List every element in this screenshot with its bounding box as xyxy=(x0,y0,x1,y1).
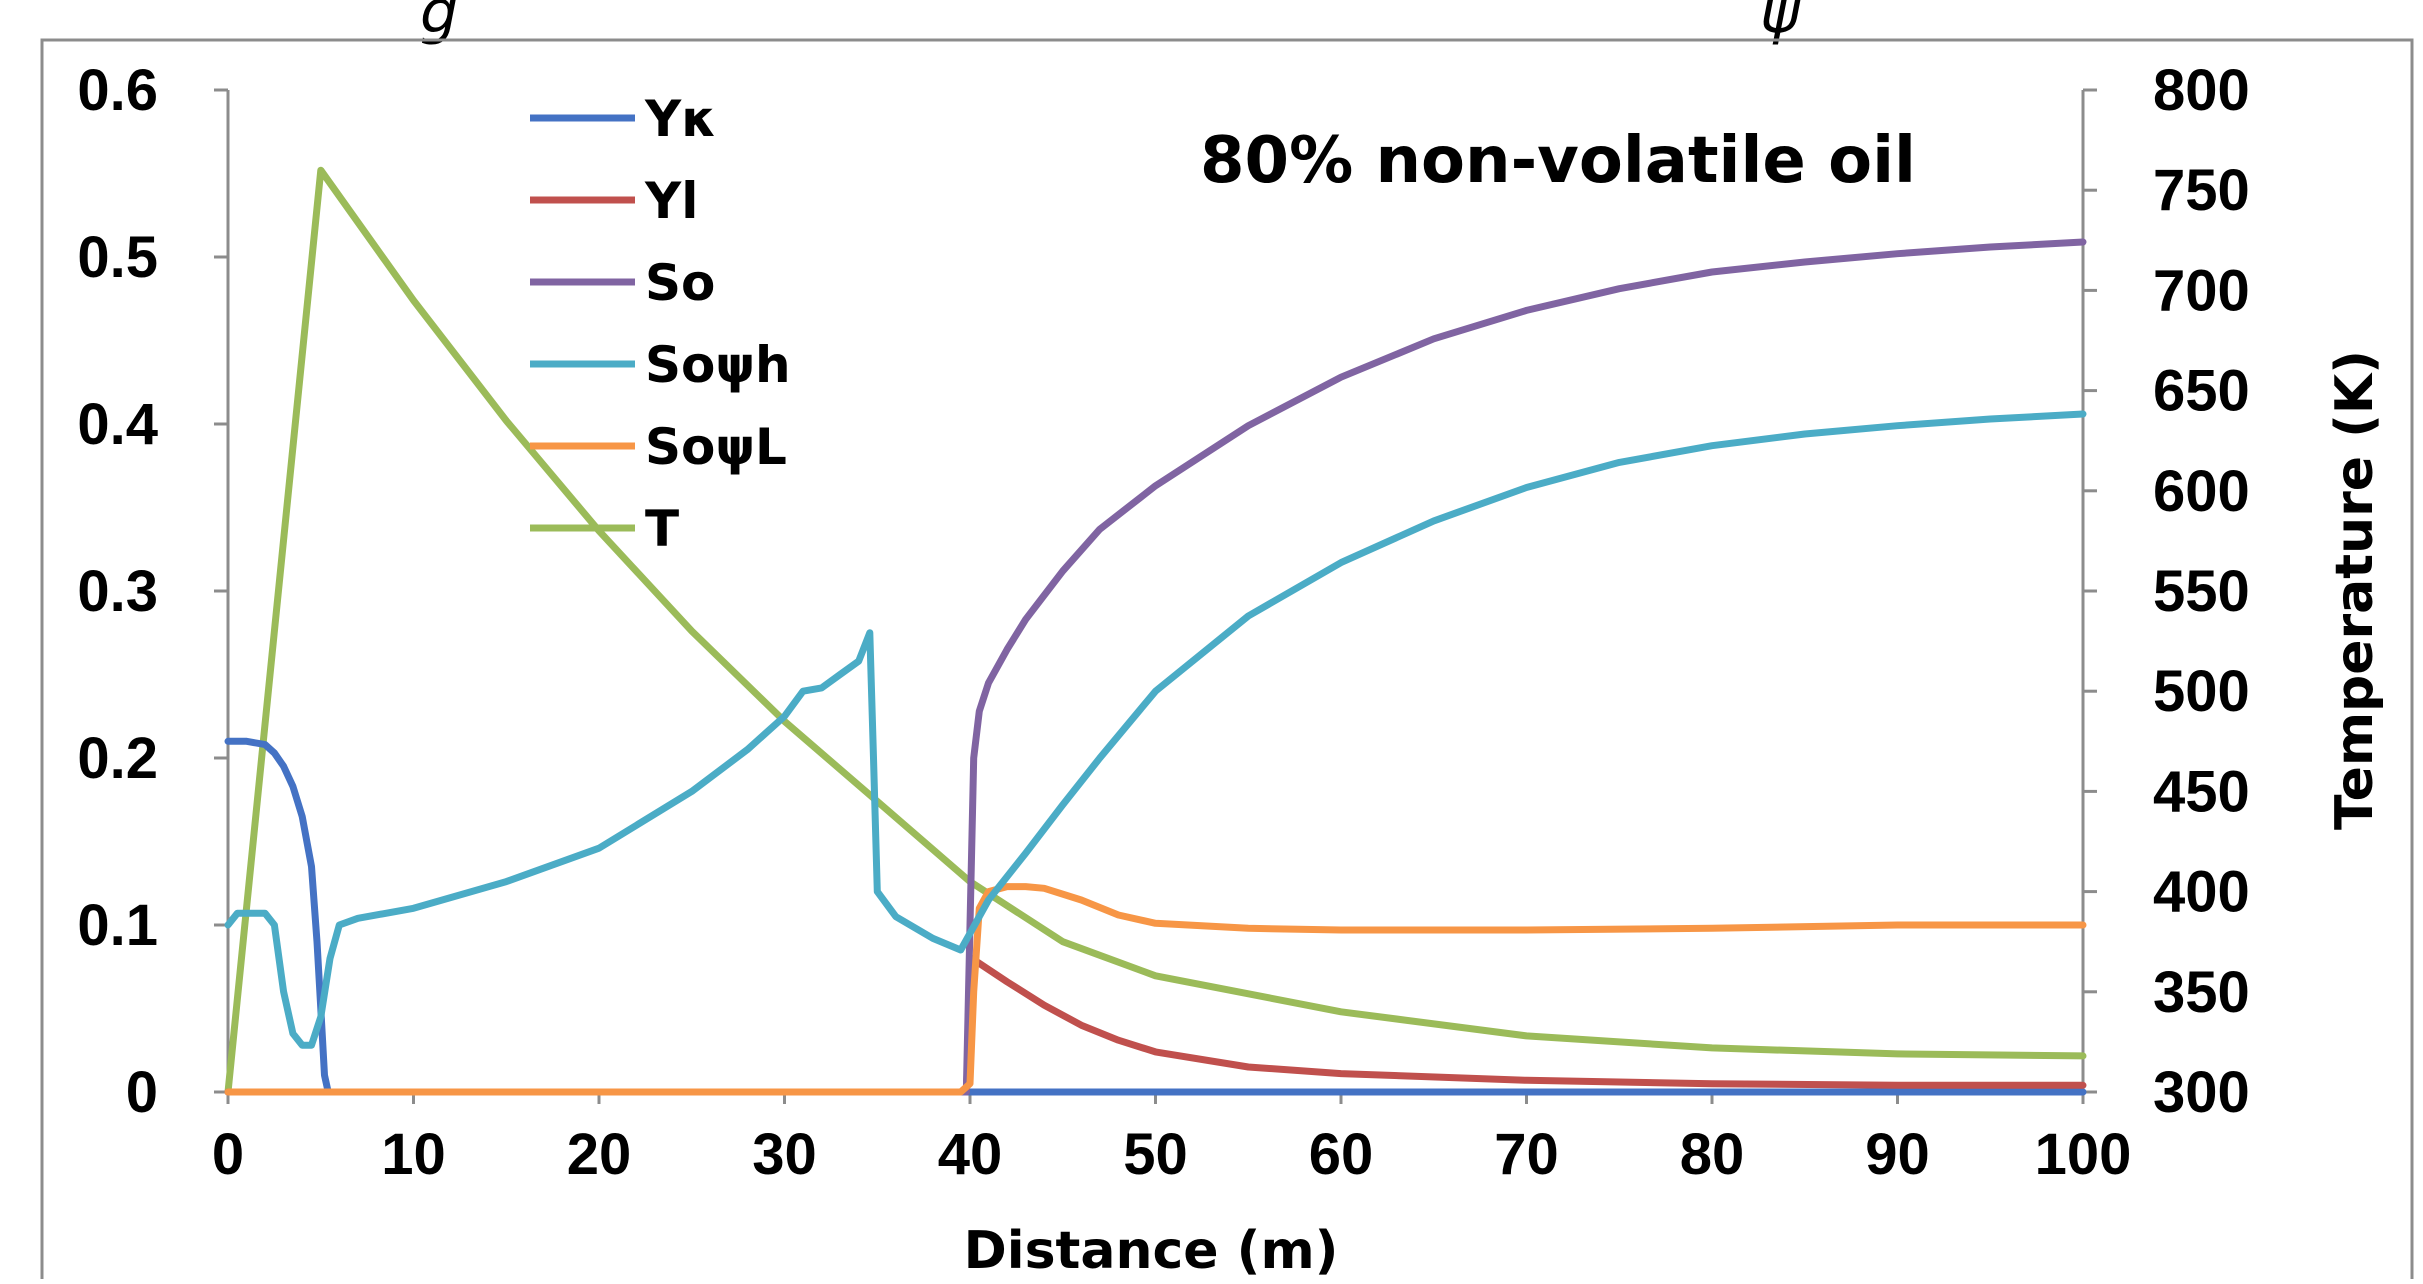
x-axis-title: Distance (m) xyxy=(964,1221,1339,1279)
y-right-tick-label: 350 xyxy=(2153,960,2250,1025)
series-line-2 xyxy=(224,238,2087,1096)
y-right-tick-label: 400 xyxy=(2153,860,2250,925)
y-left-tick-label: 0.6 xyxy=(77,58,158,123)
x-tick-label: 60 xyxy=(1309,1122,1374,1187)
y-left-tick-label: 0.4 xyxy=(77,392,158,457)
series-line-0 xyxy=(224,737,2087,1096)
y-left-tick-label: 0.5 xyxy=(77,225,158,290)
x-tick-label: 0 xyxy=(212,1122,244,1187)
x-tick-label: 10 xyxy=(381,1122,446,1187)
y-right-tick-label: 700 xyxy=(2153,258,2250,323)
axes: 0 10 20 30 40 50 60 70 80 90 100 0 0.1 0.2 0.3 0.4 0.5 0.… xyxy=(77,58,2249,1187)
x-tick-label: 20 xyxy=(567,1122,632,1187)
x-tick-label: 80 xyxy=(1680,1122,1745,1187)
y-right-tick-label: 650 xyxy=(2153,359,2250,424)
y-right-tick-label: 300 xyxy=(2153,1060,2250,1125)
legend: Yκ Yl So Soψh SoψL T xyxy=(530,90,791,558)
legend-label: Yl xyxy=(644,172,698,230)
legend-label: Soψh xyxy=(645,336,791,394)
legend-label: So xyxy=(645,254,715,312)
y-right-axis-title: Temperature (K) xyxy=(2325,350,2385,830)
x-tick-label: 70 xyxy=(1494,1122,1559,1187)
x-tick-label: 50 xyxy=(1123,1122,1188,1187)
x-tick-label: 40 xyxy=(938,1122,1003,1187)
x-tick-label: 30 xyxy=(752,1122,817,1187)
y-left-tick-label: 0.2 xyxy=(77,726,158,791)
legend-label: SoψL xyxy=(645,418,787,476)
y-right-tick-label: 500 xyxy=(2153,659,2250,724)
y-left-tick-label: 0.3 xyxy=(77,559,158,624)
legend-label: T xyxy=(645,500,679,558)
annotation-text: 80% non-volatile oil xyxy=(1200,124,1916,198)
y-left-tick-label: 0.1 xyxy=(77,893,158,958)
series-line-3 xyxy=(224,410,2087,1049)
y-right-tick-label: 450 xyxy=(2153,759,2250,824)
plot-frame xyxy=(40,38,2414,1284)
y-right-tick-label: 800 xyxy=(2153,58,2250,123)
legend-label: Yκ xyxy=(644,90,717,148)
series-line-4 xyxy=(224,883,2087,1096)
y-right-tick-label: 550 xyxy=(2153,559,2250,624)
series-line-5 xyxy=(224,166,2087,1096)
series-lines xyxy=(224,166,2087,1096)
y-left-tick-label: 0 xyxy=(126,1060,158,1125)
x-tick-label: 100 xyxy=(2035,1122,2132,1187)
y-right-tick-label: 750 xyxy=(2153,158,2250,223)
x-tick-label: 90 xyxy=(1865,1122,1930,1187)
y-right-tick-label: 600 xyxy=(2153,459,2250,524)
